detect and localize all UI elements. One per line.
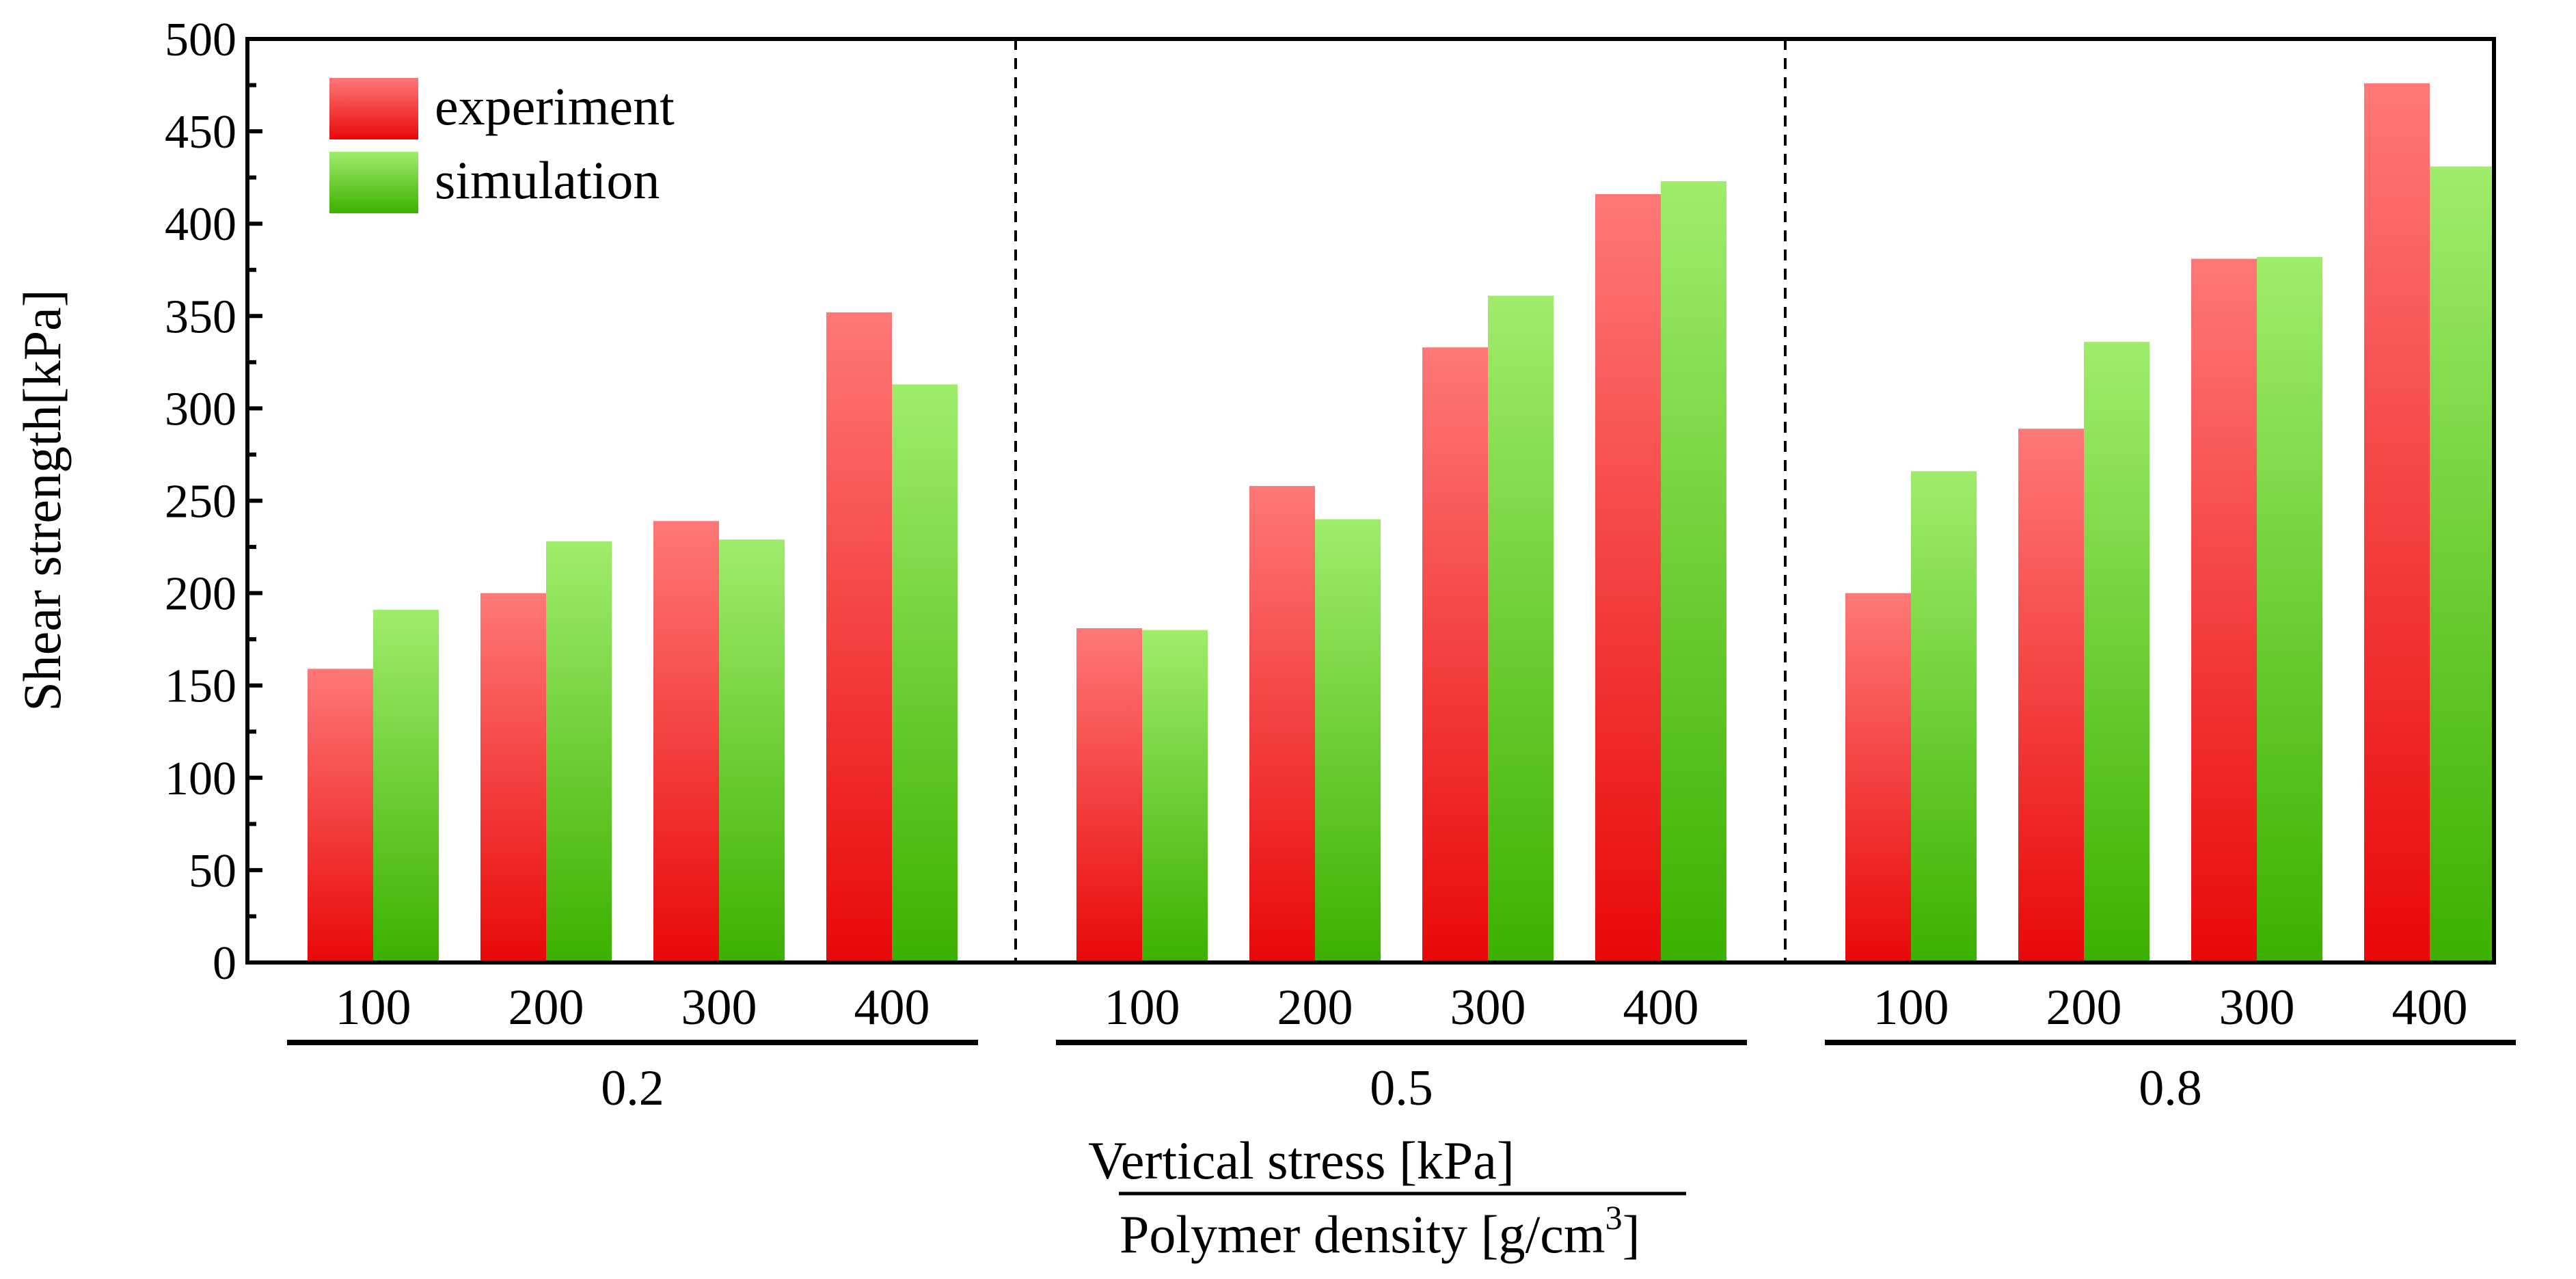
bar-simulation-0.8-400 [2430, 166, 2495, 963]
bar-simulation-0.5-400 [1661, 181, 1726, 963]
x-category-label: 400 [854, 980, 930, 1036]
bar-experiment-0.5-200 [1249, 485, 1315, 962]
bar-simulation-0.5-200 [1315, 519, 1381, 962]
x-category-label: 200 [2046, 980, 2122, 1036]
y-tick-label: 450 [165, 106, 236, 159]
polymer-density-main: Polymer density [g/cm [1120, 1204, 1605, 1264]
y-axis-label: Shear strength[kPa] [12, 289, 72, 711]
x-category-label: 300 [1450, 980, 1526, 1036]
y-axis: 0 50 100 150 200 250 300 350 400 450 500 [165, 14, 262, 990]
bar-simulation-0.8-200 [2084, 342, 2150, 962]
x-category-label: 100 [1104, 980, 1180, 1036]
group-dividers [1014, 39, 1787, 962]
bar-simulation-0.2-400 [892, 384, 958, 962]
bar-experiment-0.2-400 [826, 312, 892, 962]
y-tick-label: 350 [165, 291, 236, 343]
x-category-label: 300 [2219, 980, 2295, 1036]
bar-simulation-0.2-100 [373, 609, 439, 962]
x-axis: 100 200 300 400 0.2 100 200 300 400 0.5 100 200 300 4… [287, 980, 2516, 1116]
bar-experiment-0.8-400 [2364, 83, 2430, 962]
y-tick-label: 150 [165, 660, 236, 713]
x-category-label: 400 [1623, 980, 1699, 1036]
x-category-label: 300 [681, 980, 757, 1036]
legend-swatch-simulation [329, 152, 418, 213]
bar-experiment-0.8-100 [1845, 593, 1911, 962]
bar-experiment-0.5-400 [1595, 193, 1661, 962]
polymer-density-closing-bracket: ] [1623, 1204, 1640, 1264]
bar-simulation-0.8-100 [1911, 471, 1977, 962]
y-tick-label: 300 [165, 383, 236, 435]
bar-experiment-0.5-100 [1076, 628, 1142, 962]
x-axis-title-polymer-density: Polymer density [g/cm3] [1120, 1198, 1640, 1264]
legend-label-experiment: experiment [435, 77, 675, 136]
x-category-label: 100 [1873, 980, 1949, 1036]
x-group-label: 0.2 [601, 1060, 664, 1116]
bar-simulation-0.5-300 [1488, 295, 1554, 962]
bar-experiment-0.8-200 [2018, 429, 2084, 962]
legend-swatch-experiment [329, 78, 418, 139]
legend-label-simulation: simulation [435, 150, 660, 210]
bar-experiment-0.2-300 [653, 521, 719, 962]
y-tick-label: 400 [165, 198, 236, 251]
y-tick-label: 200 [165, 568, 236, 621]
y-tick-label: 250 [165, 476, 236, 528]
bar-experiment-0.2-100 [308, 669, 373, 962]
bar-simulation-0.2-200 [546, 541, 612, 962]
x-category-label: 200 [509, 980, 584, 1036]
bar-simulation-0.2-300 [719, 539, 785, 962]
x-category-label: 400 [2392, 980, 2468, 1036]
x-category-label: 100 [336, 980, 411, 1036]
x-category-label: 200 [1277, 980, 1353, 1036]
bar-experiment-0.8-300 [2191, 258, 2257, 963]
bars-layer [308, 83, 2495, 963]
bar-simulation-0.5-100 [1142, 630, 1208, 962]
x-axis-title-vertical-stress: Vertical stress [kPa] [1088, 1131, 1515, 1190]
legend: experiment simulation [329, 77, 675, 213]
y-tick-label: 0 [213, 937, 236, 990]
polymer-density-superscript: 3 [1605, 1198, 1623, 1237]
bar-experiment-0.2-200 [480, 593, 546, 962]
bar-simulation-0.8-300 [2257, 256, 2322, 963]
y-tick-label: 100 [165, 753, 236, 805]
y-tick-label: 50 [189, 845, 236, 898]
bar-experiment-0.5-300 [1422, 347, 1488, 962]
x-group-label: 0.8 [2139, 1060, 2202, 1116]
x-group-label: 0.5 [1370, 1060, 1433, 1116]
y-tick-label: 500 [165, 14, 236, 66]
